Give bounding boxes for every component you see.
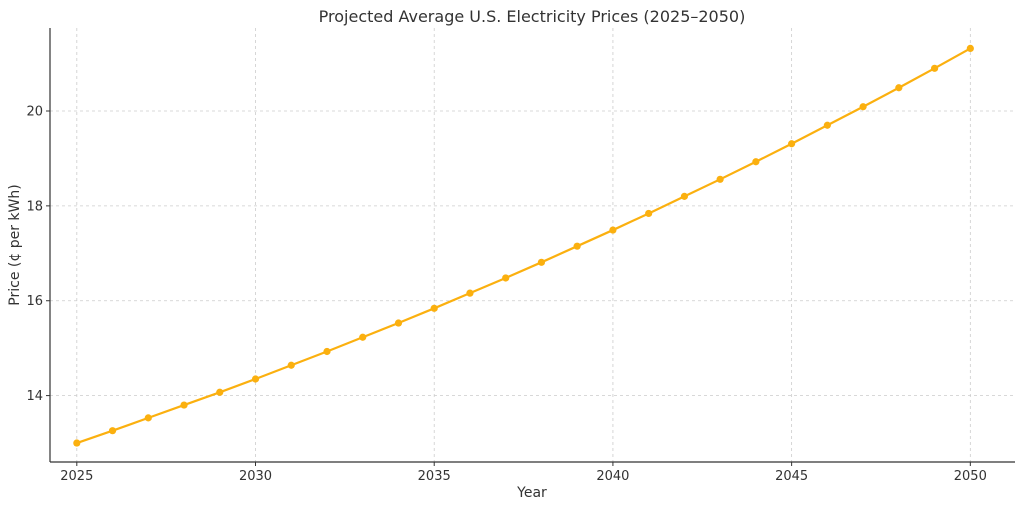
data-point: [645, 209, 653, 218]
data-point: [466, 289, 474, 297]
data-point: [73, 439, 81, 447]
data-point: [394, 319, 403, 327]
data-point: [430, 304, 438, 312]
y-axis-label: Price (¢ per kWh): [7, 184, 23, 305]
data-point: [716, 175, 724, 183]
x-tick-label: 2045: [775, 469, 808, 484]
data-point: [895, 84, 903, 92]
data-point: [359, 333, 367, 341]
data-point: [966, 44, 974, 52]
y-tick-label: 14: [26, 389, 43, 404]
axes-layer: 2025 2030 2035 2040 2045 2050 14 16 18 20: [26, 28, 1015, 484]
data-point: [609, 226, 617, 234]
x-tick-label: 2050: [954, 469, 987, 484]
chart-title: Projected Average U.S. Electricity Price…: [319, 7, 746, 26]
x-tick-label: 2040: [596, 469, 629, 484]
data-point: [680, 192, 688, 200]
x-axis-label: Year: [516, 485, 547, 501]
grid-layer: [50, 28, 1015, 462]
data-point: [573, 242, 581, 250]
data-point: [323, 347, 331, 356]
data-point: [930, 64, 939, 72]
data-point: [251, 375, 260, 383]
series-layer: [73, 44, 974, 447]
series-line: [76, 47, 971, 445]
x-tick-label: 2025: [60, 469, 93, 484]
data-point: [537, 258, 546, 266]
y-tick-label: 16: [26, 294, 43, 309]
data-point: [788, 140, 796, 148]
data-point: [144, 414, 152, 422]
data-point: [216, 388, 224, 396]
y-tick-label: 20: [26, 105, 43, 120]
x-tick-label: 2030: [239, 469, 272, 484]
data-point: [859, 103, 867, 111]
data-point: [180, 401, 188, 409]
data-point: [287, 361, 295, 369]
y-tick-label: 18: [26, 199, 43, 214]
x-tick-label: 2035: [418, 469, 451, 484]
data-point: [108, 427, 117, 435]
data-point: [752, 158, 760, 166]
data-point: [502, 274, 510, 282]
data-point: [823, 121, 831, 129]
